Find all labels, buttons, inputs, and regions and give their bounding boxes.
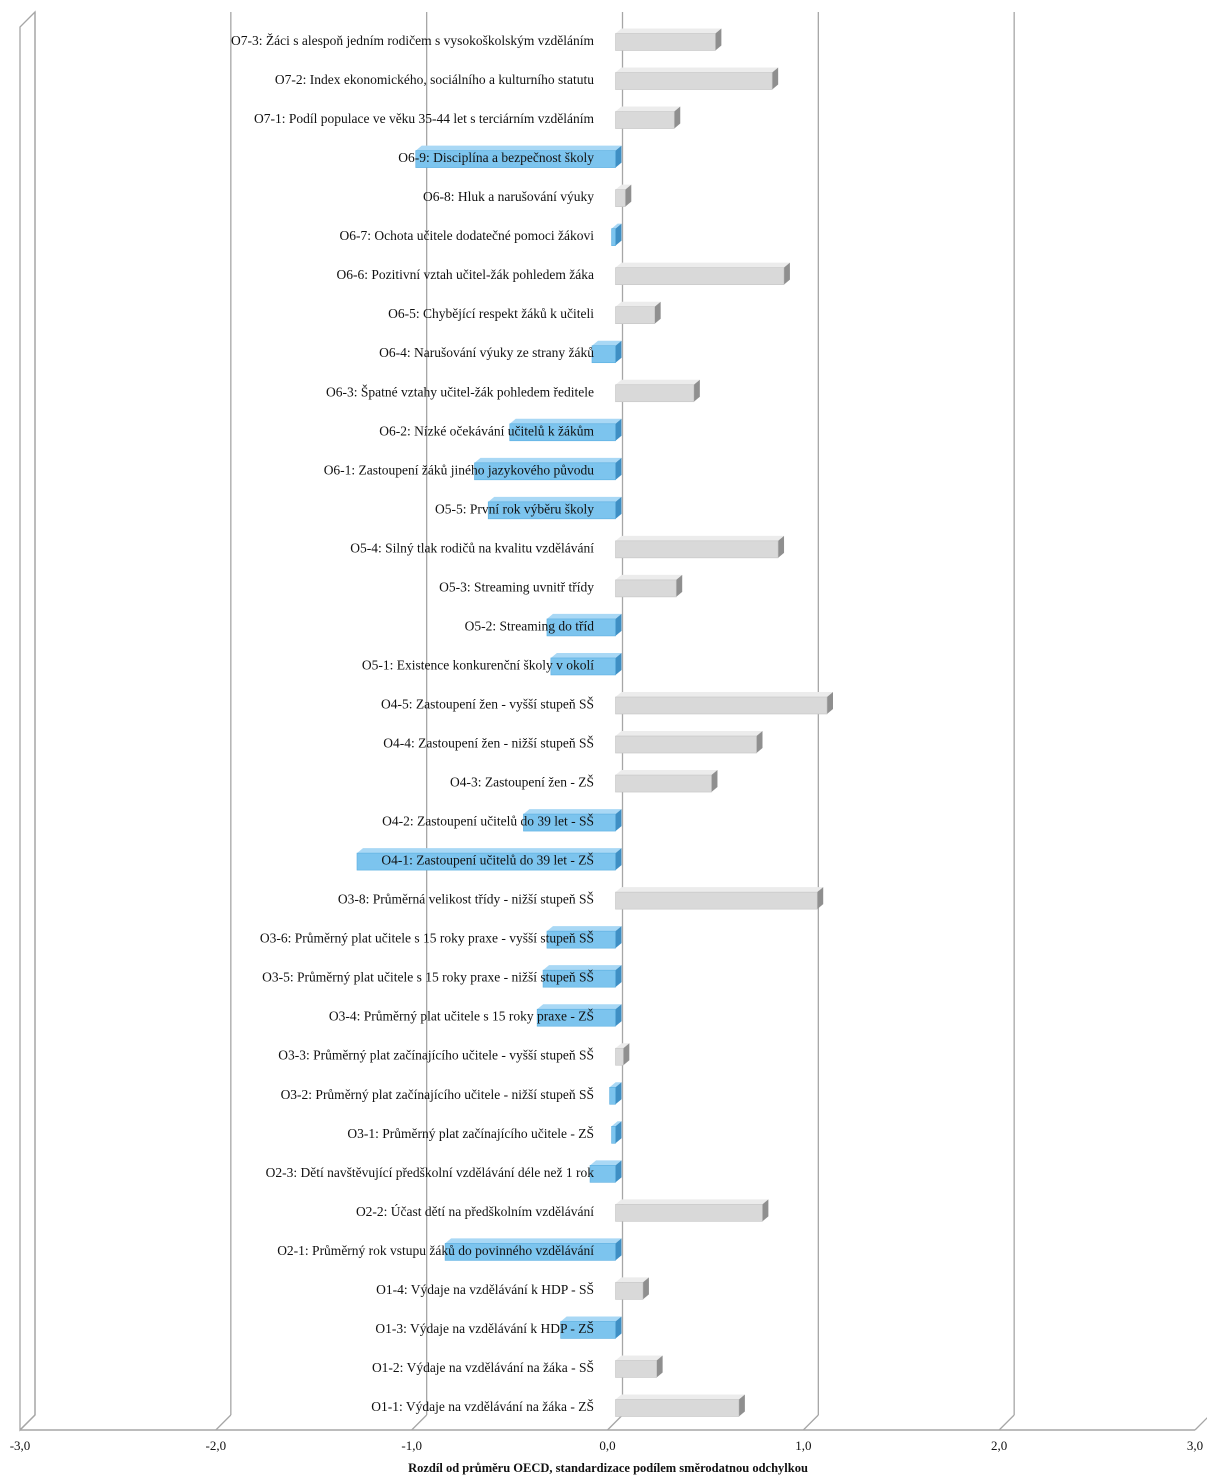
bar [536, 1004, 622, 1027]
bar [615, 262, 790, 285]
bar [611, 1121, 622, 1144]
category-label: O5-3: Streaming uvnitř třídy [439, 579, 594, 594]
category-label: O1-4: Výdaje na vzdělávání k HDP - SŠ [376, 1282, 594, 1297]
category-label: O3-8: Průměrná velikost třídy - nižší st… [338, 892, 594, 907]
bar [611, 223, 622, 246]
category-label: O1-1: Výdaje na vzdělávání na žáka - ZŠ [371, 1399, 594, 1414]
category-label: O3-2: Průměrný plat začínajícího učitele… [281, 1087, 594, 1102]
bar [615, 574, 683, 598]
category-label: O3-6: Průměrný plat učitele s 15 roky pr… [260, 931, 594, 946]
bar [356, 848, 622, 871]
x-axis-title: Rozdíl od průměru OECD, standardizace po… [408, 1461, 808, 1475]
category-label: O5-1: Existence konkurenční školy v okol… [362, 657, 594, 672]
category-labels: O1-1: Výdaje na vzdělávání na žáka - ZŠ O… [231, 33, 594, 1414]
x-tick-label: -1,0 [401, 1438, 422, 1453]
category-label: O6-4: Narušování výuky ze strany žáků [379, 345, 594, 360]
bar [615, 731, 763, 754]
category-label: O6-5: Chybějící respekt žáků k učiteli [388, 306, 594, 321]
bar [609, 1082, 622, 1105]
bar [444, 1238, 622, 1261]
category-label: O7-3: Žáci s alespoň jedním rodičem s vy… [231, 33, 594, 48]
gridline-floor [215, 1414, 232, 1431]
x-tick-labels: -3,0 -2,0 -1,0 0,0 1,0 2,0 3,0 [10, 1438, 1203, 1453]
bar [615, 184, 632, 207]
bar [546, 926, 622, 949]
category-label: O4-4: Zastoupení žen - nižší stupeň SŠ [383, 736, 594, 751]
x-tick-label: -2,0 [206, 1438, 227, 1453]
category-label: O6-9: Disciplína a bezpečnost školy [398, 150, 594, 165]
category-label: O1-2: Výdaje na vzdělávání na žáka - SŠ [372, 1360, 594, 1375]
x-tick-label: -3,0 [10, 1438, 31, 1453]
category-label: O6-2: Nízké očekávání učitelů k žákům [379, 423, 594, 438]
bar [615, 1355, 663, 1378]
bar [550, 652, 622, 676]
bar [615, 691, 833, 715]
category-label: O7-2: Index ekonomického, sociálního a k… [275, 72, 594, 87]
chart-bars [356, 28, 833, 1417]
bar [474, 457, 622, 481]
category-label: O3-1: Průměrný plat začínajícího učitele… [347, 1126, 594, 1141]
gridline-floor [1194, 1417, 1207, 1431]
gridline-floor [411, 1414, 428, 1431]
gridline-floor [802, 1414, 819, 1431]
category-label: O6-1: Zastoupení žáků jiného jazykového … [324, 462, 595, 477]
bar [615, 535, 785, 559]
category-label: O5-4: Silný tlak rodičů na kvalitu vzděl… [350, 540, 594, 555]
bar [546, 613, 622, 637]
bar [589, 1160, 622, 1183]
bar [591, 340, 622, 364]
chart-walls [19, 10, 1207, 1432]
bar [615, 28, 722, 51]
x-tick-label: 3,0 [1187, 1438, 1203, 1453]
category-label: O5-5: První rok výběru školy [435, 501, 594, 516]
category-label: O6-7: Ochota učitele dodatečné pomoci žá… [339, 228, 594, 243]
x-tick-label: 2,0 [991, 1438, 1007, 1453]
bar [615, 770, 718, 793]
category-label: O3-3: Průměrný plat začínajícího učitele… [278, 1048, 594, 1063]
category-label: O7-1: Podíl populace ve věku 35-44 let s… [254, 111, 595, 126]
bar [615, 67, 779, 90]
bar [615, 301, 661, 325]
category-label: O6-3: Špatné vztahy učitel-žák pohledem … [326, 384, 594, 399]
category-label: O4-2: Zastoupení učitelů do 39 let - SŠ [382, 814, 594, 829]
bar [615, 1277, 649, 1300]
gridline-floor [607, 1414, 623, 1431]
bar [523, 809, 622, 832]
category-label: O4-5: Zastoupení žen - vyšší stupeň SŠ [381, 696, 594, 711]
category-label: O6-8: Hluk a narušování výuky [423, 189, 594, 204]
bar [487, 496, 622, 520]
side-wall [19, 10, 36, 1432]
category-label: O3-4: Průměrný plat učitele s 15 roky pr… [329, 1009, 594, 1024]
category-label: O2-2: Účast dětí na předškolním vzdělává… [356, 1204, 594, 1219]
bar [615, 1199, 769, 1222]
category-label: O6-6: Pozitivní vztah učitel-žák pohlede… [336, 267, 594, 282]
category-label: O4-1: Zastoupení učitelů do 39 let - ZŠ [381, 853, 594, 868]
bar [415, 145, 622, 168]
x-tick-label: 1,0 [795, 1438, 811, 1453]
category-label: O5-2: Streaming do tříd [465, 618, 595, 633]
bar [615, 887, 824, 910]
category-label: O2-1: Průměrný rok vstupu žáků do povinn… [277, 1243, 594, 1258]
bar [542, 965, 622, 988]
bar [615, 1043, 630, 1066]
category-label: O1-3: Výdaje na vzdělávání k HDP - ZŠ [375, 1321, 594, 1336]
bar [560, 1316, 622, 1339]
x-tick-label: 0,0 [599, 1438, 615, 1453]
gridline-floor [998, 1414, 1015, 1431]
bar [615, 379, 700, 403]
bar [615, 1394, 745, 1417]
category-label: O3-5: Průměrný plat učitele s 15 roky pr… [262, 970, 594, 985]
category-label: O4-3: Zastoupení žen - ZŠ [450, 775, 594, 790]
bar [615, 106, 681, 129]
bar [509, 418, 622, 442]
category-label: O2-3: Dětí navštěvující předškolní vzděl… [266, 1165, 595, 1180]
